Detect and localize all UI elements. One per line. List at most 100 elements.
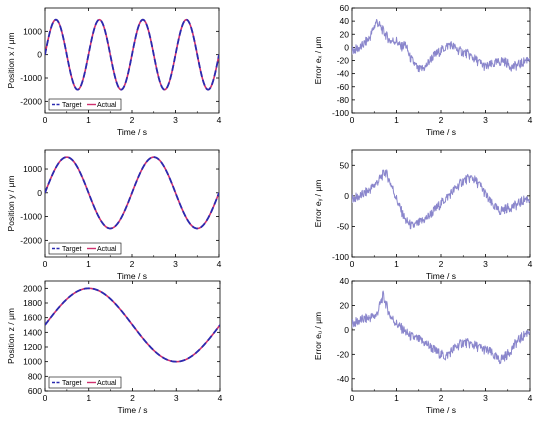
y-tick-label: 1000 xyxy=(23,164,42,174)
panel-error-x: 0 1 2 3 4 -100 -80 -60 -40 -20 0 20 40 60 Time / s Erro… xyxy=(313,3,533,137)
x-tick-label: 1 xyxy=(394,393,399,403)
y-tick-label: 20 xyxy=(340,300,350,310)
y-axis-title: Position z / μm xyxy=(6,308,16,364)
x-tick-label: 0 xyxy=(43,259,48,269)
series-group xyxy=(352,169,530,230)
x-tick-label: 2 xyxy=(439,259,444,269)
y-tick-label: -20 xyxy=(337,56,350,66)
legend-label-actual: Actual xyxy=(97,380,117,387)
x-axis-title: Time / s xyxy=(117,127,147,137)
x-tick-label: 1 xyxy=(86,115,91,125)
x-axis-title: Time / s xyxy=(426,271,456,281)
series-line-target xyxy=(45,156,219,230)
y-tick-label: 0 xyxy=(37,188,42,198)
series-line-error xyxy=(352,169,530,230)
y-tick-label: -100 xyxy=(332,252,349,262)
x-tick-label: 2 xyxy=(439,393,444,403)
y-tick-label: -50 xyxy=(337,221,350,231)
y-tick-label: -80 xyxy=(337,95,350,105)
x-tick-label: 0 xyxy=(350,259,355,269)
x-tick-label: 2 xyxy=(130,259,135,269)
plot-frame xyxy=(44,280,221,392)
series-line-error xyxy=(352,290,530,365)
y-axis-title: Error eᵤ / μm xyxy=(313,312,323,360)
y-tick-label: 1600 xyxy=(23,313,42,323)
legend-label-target: Target xyxy=(62,102,82,109)
y-tick-label: -1000 xyxy=(20,73,42,83)
legend-label-actual: Actual xyxy=(97,246,117,253)
panel-position-x: 0 1 2 3 4 -2000 -1000 0 1000 Time / s Position x /… xyxy=(6,7,222,137)
x-tick-label: 0 xyxy=(350,393,355,403)
y-tick-label: 0 xyxy=(344,42,349,52)
y-tick-label: 50 xyxy=(340,160,350,170)
y-axis-title: Error eᵧ / μm xyxy=(313,180,323,228)
y-tick-label: -20 xyxy=(337,349,350,359)
y-tick-label: 0 xyxy=(344,325,349,335)
x-tick-label: 3 xyxy=(173,115,178,125)
y-tick-label: -60 xyxy=(337,82,350,92)
y-tick-label: 600 xyxy=(28,386,42,396)
legend-label-target: Target xyxy=(62,380,82,387)
x-tick-label: 4 xyxy=(528,259,533,269)
x-tick-label: 4 xyxy=(218,393,223,403)
y-axis-title: Position x / μm xyxy=(6,33,16,89)
y-tick-label: -100 xyxy=(332,108,349,118)
y-tick-label: 1800 xyxy=(23,298,42,308)
x-tick-label: 4 xyxy=(217,115,222,125)
series-group xyxy=(352,19,530,73)
panel-position-y: 0 1 2 3 4 -2000 -1000 0 1000 Time / s Position y /… xyxy=(6,149,222,281)
plot-frame xyxy=(44,149,220,258)
y-axis-title: Position y / μm xyxy=(6,176,16,232)
y-tick-label: 0 xyxy=(344,191,349,201)
x-tick-label: 0 xyxy=(43,393,48,403)
legend-label-target: Target xyxy=(62,246,82,253)
plot-frame xyxy=(44,7,220,114)
series-group xyxy=(45,287,220,363)
legend-label-actual: Actual xyxy=(97,102,117,109)
series-line-target xyxy=(45,287,220,363)
series-group xyxy=(45,156,219,230)
legend: Target Actual xyxy=(48,376,122,389)
plot-frame xyxy=(351,280,531,392)
x-tick-label: 3 xyxy=(173,259,178,269)
x-tick-label: 4 xyxy=(217,259,222,269)
panel-error-z: 0 1 2 3 4 -40 -20 0 20 40 Time / s Error eᵤ / μm xyxy=(313,276,533,415)
x-tick-label: 3 xyxy=(483,115,488,125)
y-tick-label: 40 xyxy=(340,16,350,26)
x-axis-title: Time / s xyxy=(118,405,148,415)
legend: Target Actual xyxy=(48,98,122,111)
x-tick-label: 1 xyxy=(394,115,399,125)
y-tick-label: -2000 xyxy=(20,96,42,106)
legend-box xyxy=(48,98,122,111)
x-tick-label: 1 xyxy=(86,393,91,403)
x-tick-label: 0 xyxy=(350,115,355,125)
y-axis-title: Error eₓ / μm xyxy=(313,37,323,85)
x-tick-label: 2 xyxy=(130,393,135,403)
x-tick-label: 4 xyxy=(528,115,533,125)
y-tick-label: -1000 xyxy=(20,212,42,222)
legend: Target Actual xyxy=(48,242,122,255)
y-tick-label: 2000 xyxy=(23,283,42,293)
series-line-target xyxy=(45,18,219,91)
y-tick-label: 800 xyxy=(28,371,42,381)
x-tick-label: 2 xyxy=(439,115,444,125)
legend-box xyxy=(48,376,122,389)
x-tick-label: 0 xyxy=(43,115,48,125)
x-tick-label: 3 xyxy=(483,259,488,269)
series-group xyxy=(352,290,530,365)
y-tick-label: 60 xyxy=(340,3,350,13)
y-tick-label: -40 xyxy=(337,69,350,79)
y-tick-label: 20 xyxy=(340,29,350,39)
y-tick-label: -2000 xyxy=(20,235,42,245)
x-tick-label: 1 xyxy=(394,259,399,269)
panel-error-y: 0 1 2 3 4 -100 -50 0 50 Time / s Error eᵧ / μm xyxy=(313,149,533,281)
series-line-error xyxy=(352,19,530,73)
x-axis-title: Time / s xyxy=(117,271,147,281)
y-tick-label: 1400 xyxy=(23,327,42,337)
panel-position-z: 0 1 2 3 4 600 800 1000 1200 1400 1600 1800 2000 Time … xyxy=(6,280,223,415)
x-tick-label: 3 xyxy=(174,393,179,403)
y-tick-label: 1000 xyxy=(23,357,42,367)
y-tick-label: 40 xyxy=(340,276,350,286)
legend-box xyxy=(48,242,122,255)
